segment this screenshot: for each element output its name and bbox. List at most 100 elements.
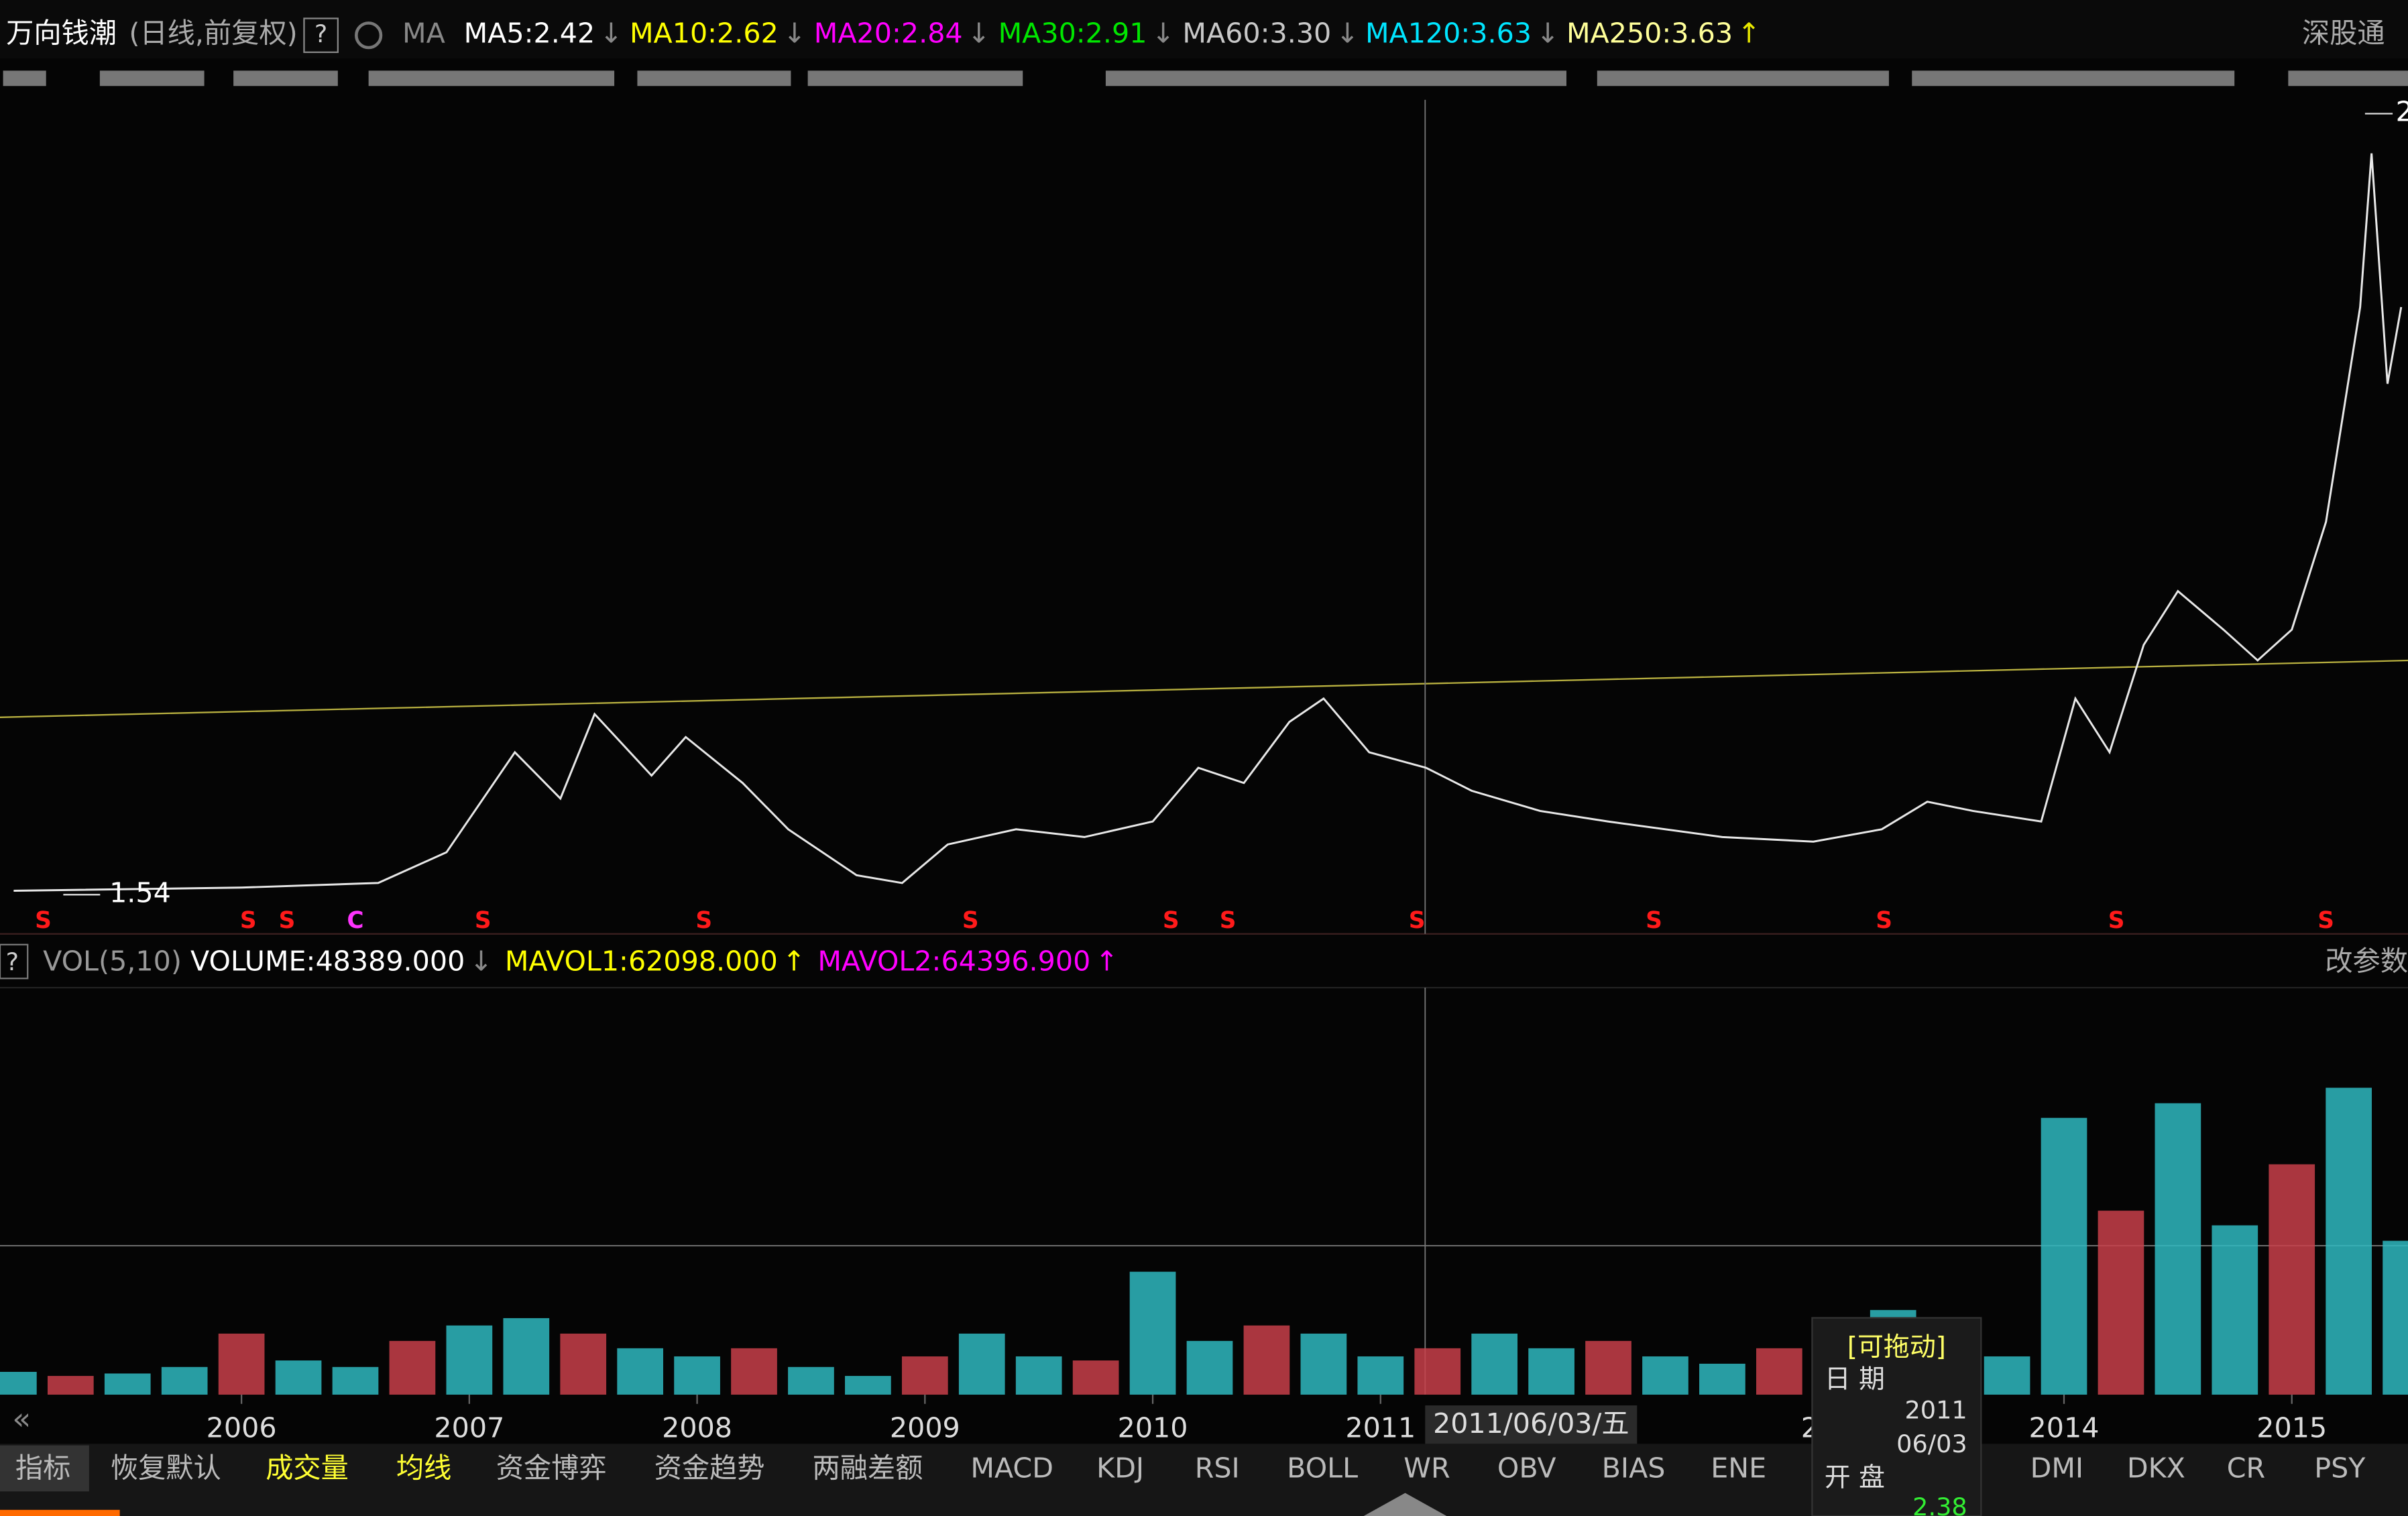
- volume-bar: [1471, 1333, 1518, 1395]
- volume-bar: [1699, 1363, 1745, 1395]
- volume-bar: [104, 1373, 151, 1395]
- tab[interactable]: ENE: [1711, 1452, 1766, 1484]
- price-line: [13, 153, 2403, 892]
- x-tick-label: 2006: [207, 1412, 277, 1444]
- tab[interactable]: 两融差额: [813, 1452, 923, 1484]
- ma-arrow: ↓: [1336, 17, 1359, 50]
- tooltip-label: 开 盘: [1825, 1463, 1885, 1493]
- ma-arrow: ↓: [599, 17, 623, 50]
- low-label: 1.54: [109, 876, 171, 909]
- help-text[interactable]: ?: [314, 19, 327, 48]
- x-tick-label: 2009: [890, 1412, 960, 1444]
- volume-bar: [674, 1356, 720, 1395]
- tab[interactable]: CR: [2227, 1452, 2265, 1484]
- volume-bar: [1585, 1340, 1631, 1395]
- date-box: [1425, 1405, 1638, 1444]
- volume-bar: [0, 1372, 37, 1395]
- blurred-row: [3, 70, 2408, 86]
- vol-arrow: ↓: [469, 945, 493, 977]
- tab[interactable]: 指标: [15, 1452, 70, 1484]
- trend-line: [0, 659, 2408, 718]
- x-tick-label: 2014: [2029, 1412, 2100, 1444]
- volume-bar: [2326, 1088, 2372, 1395]
- volume-bar: [617, 1348, 664, 1395]
- volume-bar: [1414, 1348, 1461, 1395]
- x-tick-label: 2008: [662, 1412, 732, 1444]
- tab[interactable]: 资金博弈: [496, 1452, 607, 1484]
- vol-value: MAVOL2:64396.900: [817, 945, 1090, 977]
- collapse-button[interactable]: «: [12, 1400, 31, 1436]
- help-button[interactable]: [303, 17, 339, 54]
- edit-params[interactable]: 改参数: [2325, 945, 2408, 977]
- ma-value: MA250:3.63: [1566, 17, 1733, 50]
- event-marker: S: [1220, 907, 1237, 934]
- volume-bar: [503, 1318, 550, 1395]
- settings-icon[interactable]: [355, 21, 383, 50]
- tab[interactable]: DMI: [2030, 1452, 2083, 1484]
- tab[interactable]: WR: [1403, 1452, 1450, 1484]
- volume-bar: [2212, 1225, 2258, 1395]
- volume-bar: [389, 1340, 436, 1395]
- tab[interactable]: 恢复默认: [111, 1452, 221, 1484]
- ma-arrow: ↓: [1151, 17, 1175, 50]
- tab[interactable]: BIAS: [1602, 1452, 1666, 1484]
- ma-arrow: ↓: [1536, 17, 1560, 50]
- tooltip-box[interactable]: [1811, 1317, 1982, 1516]
- event-marker: S: [2108, 907, 2125, 934]
- vol-arrow: ↑: [1095, 945, 1119, 977]
- x-tick-label: 2010: [1118, 1412, 1188, 1444]
- event-marker: S: [279, 907, 296, 934]
- stock-name: 万向钱潮: [6, 17, 117, 50]
- volume-bar: [2041, 1118, 2087, 1395]
- volume-bar: [845, 1376, 891, 1395]
- event-marker: S: [35, 907, 52, 934]
- event-marker: S: [240, 907, 257, 934]
- volume-bar: [1129, 1271, 1176, 1395]
- ma-value: MA10:2.62: [630, 17, 779, 50]
- tooltip[interactable]: [可拖动] 日 期 2011 06/03 开 盘 2.38: [1811, 1317, 1982, 1516]
- volume-bar: [2383, 1240, 2408, 1395]
- volume-bar: [2269, 1164, 2315, 1395]
- volume-bar: [1528, 1348, 1574, 1395]
- volume-bar: [1984, 1356, 2030, 1395]
- ma-value: MA30:2.91: [998, 17, 1147, 50]
- ma-value: MA120:3.63: [1365, 17, 1532, 50]
- volume-bar: [47, 1376, 94, 1395]
- volume-bar: [788, 1366, 834, 1395]
- tooltip-value: 2.38: [1912, 1493, 1967, 1516]
- event-marker: C: [347, 907, 363, 934]
- volume-bar: [1015, 1356, 1062, 1395]
- tab[interactable]: RSI: [1195, 1452, 1240, 1484]
- help-button[interactable]: [0, 943, 29, 980]
- help-text[interactable]: ?: [6, 947, 19, 976]
- tab[interactable]: DKX: [2127, 1452, 2185, 1484]
- volume-bar: [1642, 1356, 1688, 1395]
- tab-active-bg: [0, 1445, 89, 1492]
- indicator-name: MA: [402, 17, 445, 50]
- event-marker: S: [1646, 907, 1662, 934]
- crosshair-date: 2011/06/03/五: [1433, 1407, 1629, 1440]
- tab[interactable]: 成交量: [266, 1452, 349, 1484]
- x-tick-label: 2015: [2256, 1412, 2327, 1444]
- connect-link[interactable]: 深股通: [2302, 17, 2385, 50]
- tab[interactable]: MACD: [970, 1452, 1053, 1484]
- volume-bar: [958, 1333, 1005, 1395]
- tab[interactable]: PSY: [2314, 1452, 2366, 1484]
- expand-arrow[interactable]: [1363, 1493, 1447, 1516]
- volume-bar: [1186, 1340, 1233, 1395]
- tab[interactable]: OBV: [1497, 1452, 1556, 1484]
- event-marker: S: [962, 907, 979, 934]
- volume-bar: [1357, 1356, 1404, 1395]
- volume-bar: [1756, 1348, 1802, 1395]
- volume-bar: [901, 1356, 948, 1395]
- event-marker: S: [1409, 907, 1426, 934]
- tab[interactable]: 资金趋势: [654, 1452, 765, 1484]
- tooltip-value: 2011: [1905, 1396, 1967, 1425]
- ma-arrow: ↓: [783, 17, 807, 50]
- tab[interactable]: 均线: [396, 1452, 451, 1484]
- tab[interactable]: KDJ: [1096, 1452, 1144, 1484]
- tab-bar: [0, 1444, 2408, 1516]
- tab[interactable]: BOLL: [1287, 1452, 1358, 1484]
- volume-bar: [446, 1325, 493, 1395]
